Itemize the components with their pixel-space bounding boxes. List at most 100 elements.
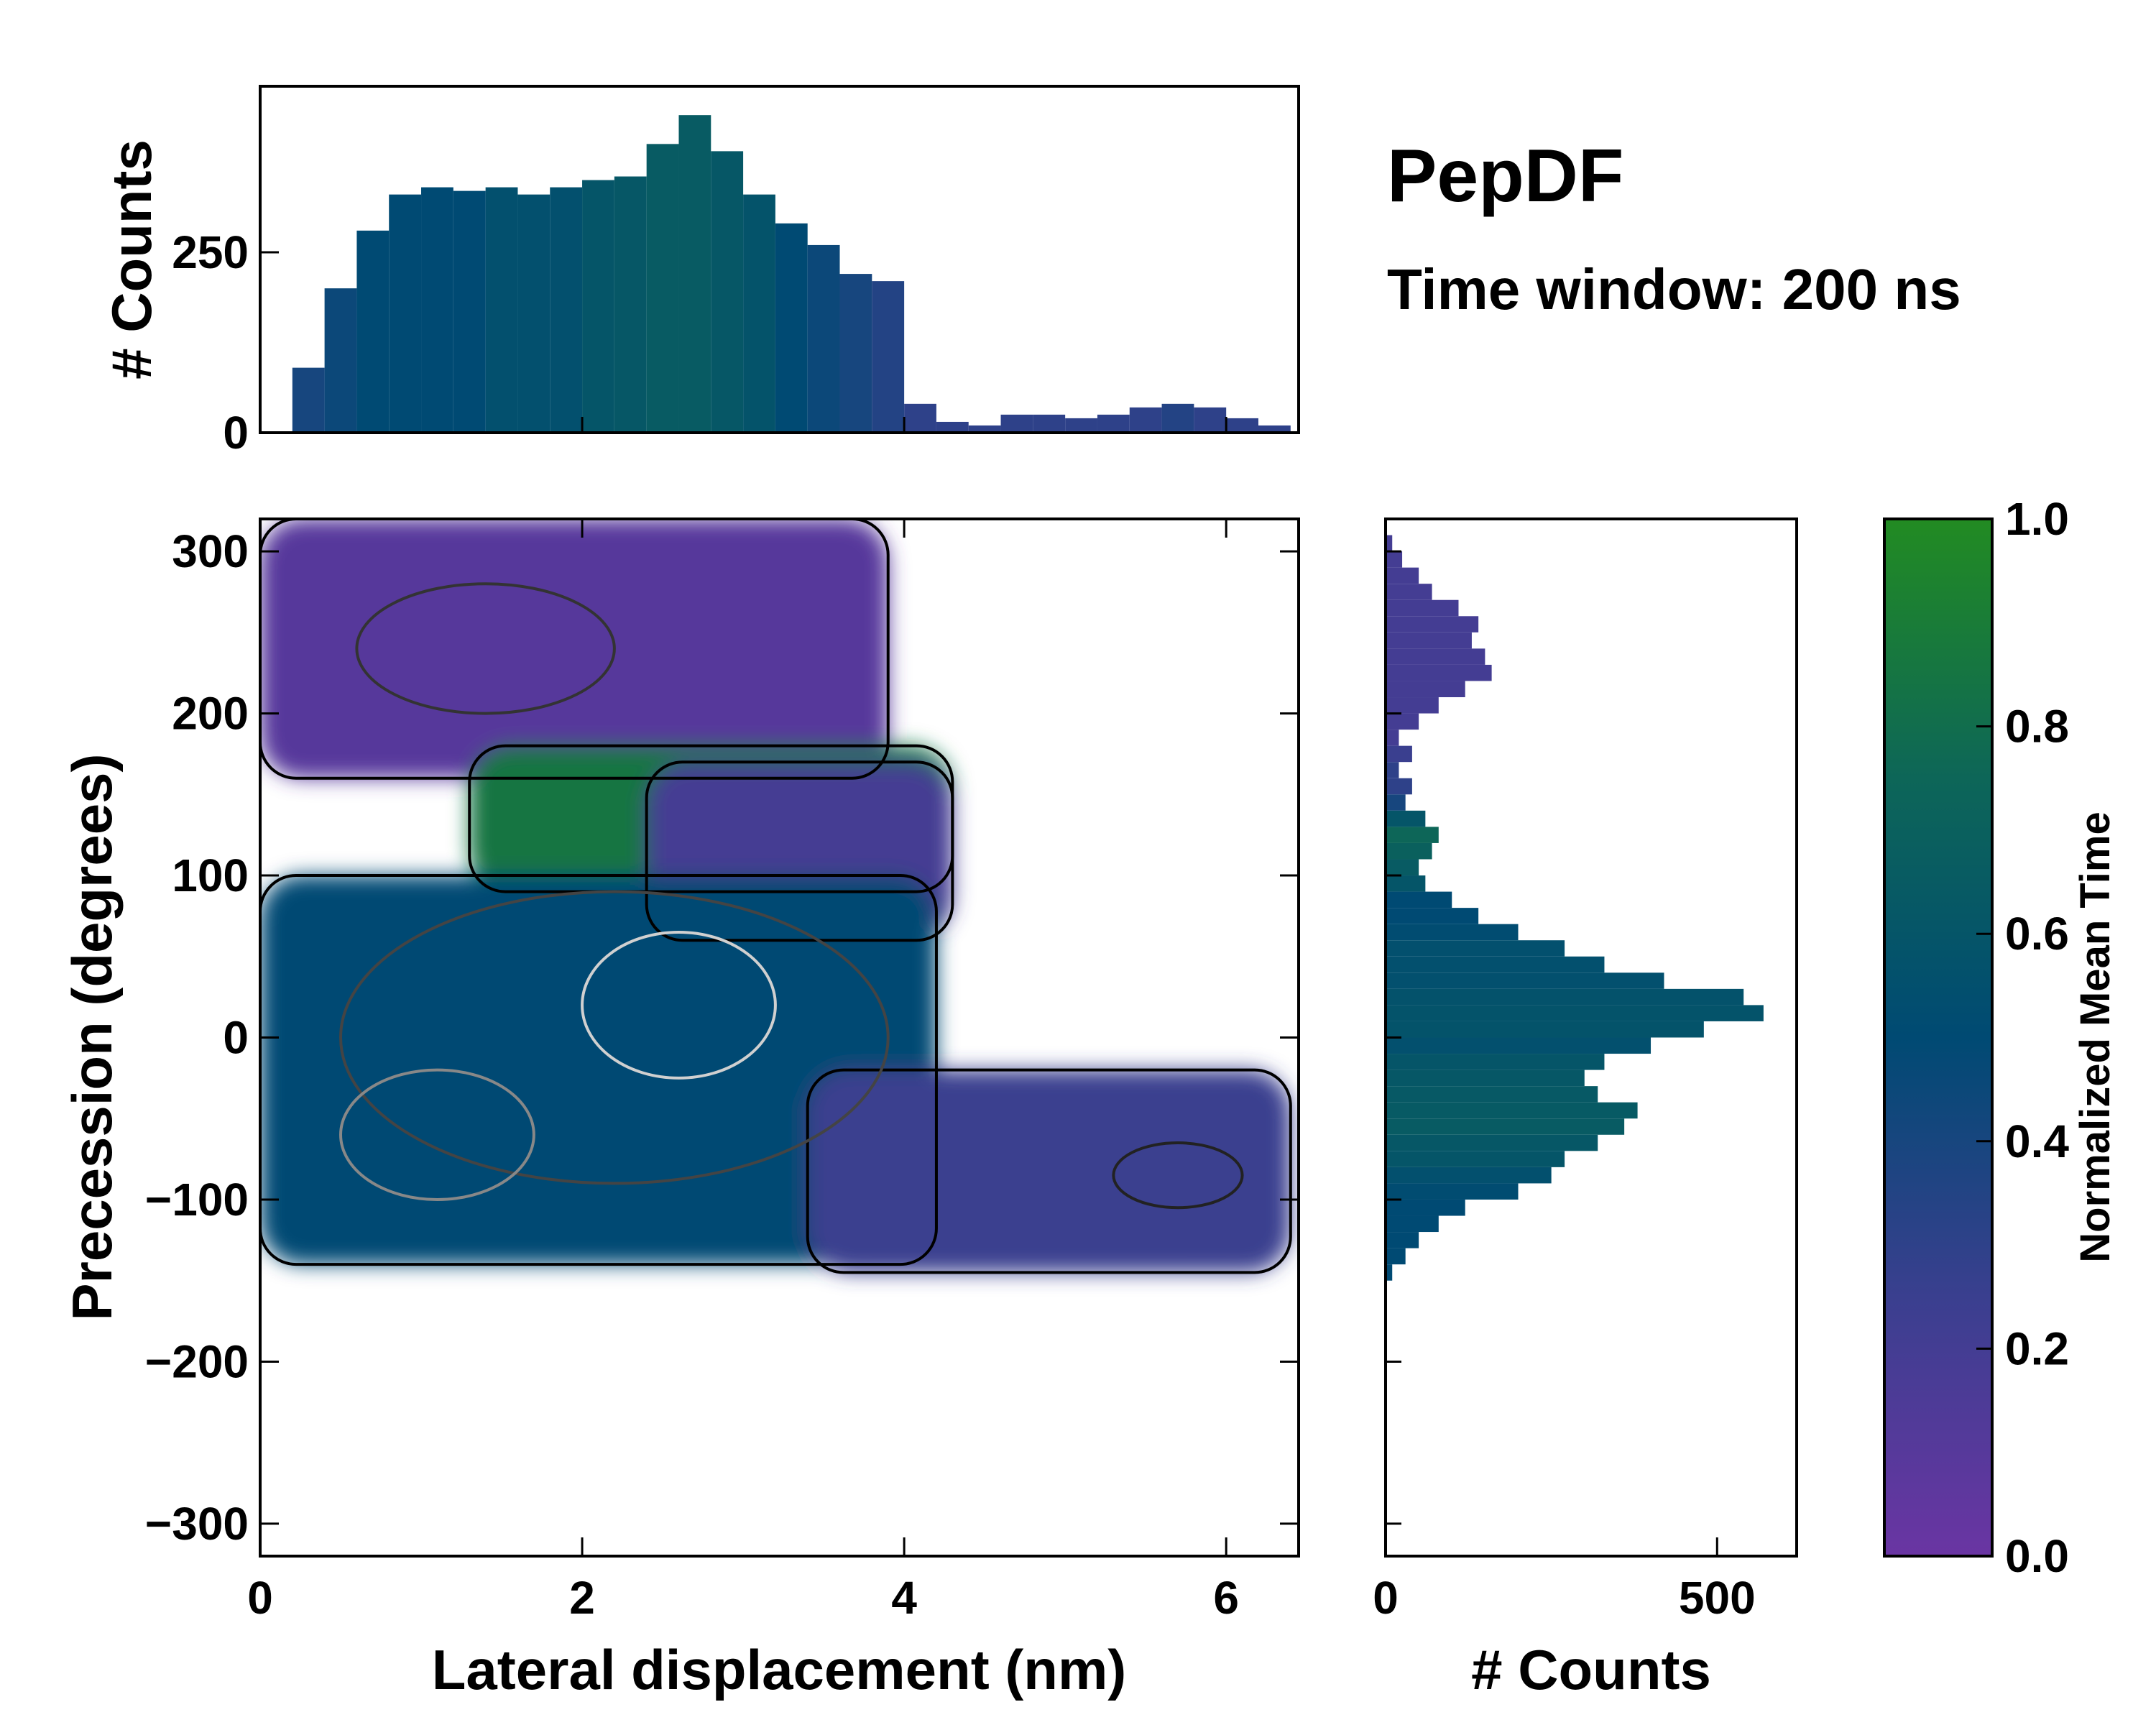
right-histogram-bar [1386,1264,1393,1281]
right-histogram-bar [1386,1151,1565,1167]
main-xtick-label: 6 [1213,1572,1239,1624]
density-peak-contour-4 [355,582,616,715]
top-histogram-bar [485,187,518,433]
right-histogram-bar [1386,697,1439,714]
top-histogram-bar [1065,418,1097,433]
top-histogram-bar [1194,407,1227,433]
top-histogram-bar [453,190,486,433]
top-histogram-bar [646,144,679,433]
right-histogram-bar [1386,1037,1651,1054]
right-histogram-bar [1386,535,1393,552]
right-xtick-label: 500 [1679,1572,1756,1624]
top-histogram-bar [292,367,325,433]
right-histogram-bar [1386,827,1439,843]
right-histogram-bar [1386,681,1465,698]
right-histogram-bar [1386,1134,1598,1151]
top-histogram-ylabel: # Counts [100,139,163,380]
heatmap-region-5 [807,1070,1291,1273]
top-histogram: 0 250 # Counts [100,85,1300,459]
colorbar-label: Normalized Mean Time [2072,811,2119,1262]
main-ytick-label: 100 [172,850,249,901]
top-histogram-bar [582,180,614,433]
right-histogram-bar [1386,1102,1638,1119]
right-histogram-bar [1386,599,1459,617]
top-ytick-label: 250 [172,226,249,278]
top-histogram-bar [389,194,422,433]
right-xtick-label: 0 [1373,1572,1399,1624]
top-histogram-bar [872,281,905,433]
top-ytick-label: 0 [223,407,249,459]
main-ytick-label: 0 [223,1012,249,1064]
top-histogram-bar [550,187,583,433]
right-histogram-bar [1386,1021,1704,1038]
density-contour-5 [806,1068,1292,1274]
right-histogram-bar [1386,1167,1552,1184]
density-contour-1 [260,519,890,780]
right-histogram-bar [1386,988,1744,1006]
right-histogram-bar [1386,956,1605,973]
top-histogram-frame [259,85,1300,434]
top-histogram-bar [968,425,1001,433]
top-histogram-bar [904,403,936,433]
main-ylabel: Precession (degrees) [60,753,124,1320]
colorbar-tick-label: 0.8 [2005,701,2069,753]
colorbar-tick-label: 0.4 [2005,1116,2069,1167]
right-histogram-bar [1386,1070,1585,1087]
main-ytick-label: −100 [145,1174,249,1225]
main-ytick-label: −200 [145,1335,249,1387]
colorbar-tick-label: 0.2 [2005,1322,2069,1374]
top-histogram-bar [678,115,711,433]
top-histogram-bar [711,151,744,433]
right-histogram-xlabel: # Counts [1471,1638,1711,1701]
right-histogram-bar [1386,1215,1439,1233]
main-ytick-label: 200 [172,688,249,740]
right-histogram-bar [1386,1199,1465,1216]
right-histogram-bar [1386,842,1432,860]
chart-subtitle: Time window: 200 ns [1387,257,1961,321]
top-histogram-bar [1129,407,1162,433]
main-xlabel: Lateral displacement (nm) [432,1638,1127,1701]
main-xtick-label: 4 [891,1572,917,1624]
right-histogram: 0 500 # Counts [1373,518,1798,1701]
top-histogram-bar [517,194,550,433]
right-histogram-bar [1386,1248,1406,1265]
right-histogram-bar [1386,713,1419,730]
right-histogram-bar [1386,1086,1598,1103]
density-contour-3 [645,760,954,942]
main-ytick-label: −300 [145,1498,249,1550]
top-histogram-bar [839,274,872,433]
top-histogram-bar [421,187,453,433]
right-histogram-bar [1386,1232,1419,1248]
right-histogram-bar [1386,875,1426,892]
chart-title: PepDF [1387,134,1623,218]
right-histogram-bar [1386,1005,1764,1021]
colorbar-gradient [1883,518,1994,1558]
right-histogram-bar [1386,1183,1519,1200]
right-histogram-bar [1386,567,1419,584]
top-histogram-bar [1000,414,1033,433]
right-histogram-bar [1386,859,1419,876]
right-histogram-bar [1386,924,1519,941]
right-histogram-bar [1386,778,1412,795]
top-histogram-bar [775,223,808,433]
main-heatmap: 0 2 4 6 300 200 100 0 −100 −200 −300 Lateral displ… [60,518,1300,1701]
right-histogram-bar [1386,794,1406,811]
top-histogram-bar [1097,414,1130,433]
right-histogram-bar [1386,1054,1605,1070]
right-histogram-bar [1386,972,1664,989]
top-histogram-bar [743,194,775,433]
top-histogram-bar [356,230,390,433]
density-peak-contour-2 [339,890,890,1185]
colorbar: 1.0 0.8 0.6 0.4 0.2 0.0 Normalized Mean Time [1883,493,2119,1582]
colorbar-tick-label: 1.0 [2005,493,2069,545]
right-histogram-bar [1386,745,1412,763]
right-histogram-bar [1386,1118,1625,1135]
heatmap-region-1 [260,519,888,778]
top-histogram-bar [807,244,840,433]
right-histogram-bar [1386,584,1432,600]
top-histogram-bar [1258,425,1291,433]
main-xtick-label: 2 [569,1572,595,1624]
right-histogram-bar [1386,664,1492,681]
density-peak-contour-1 [581,930,777,1080]
